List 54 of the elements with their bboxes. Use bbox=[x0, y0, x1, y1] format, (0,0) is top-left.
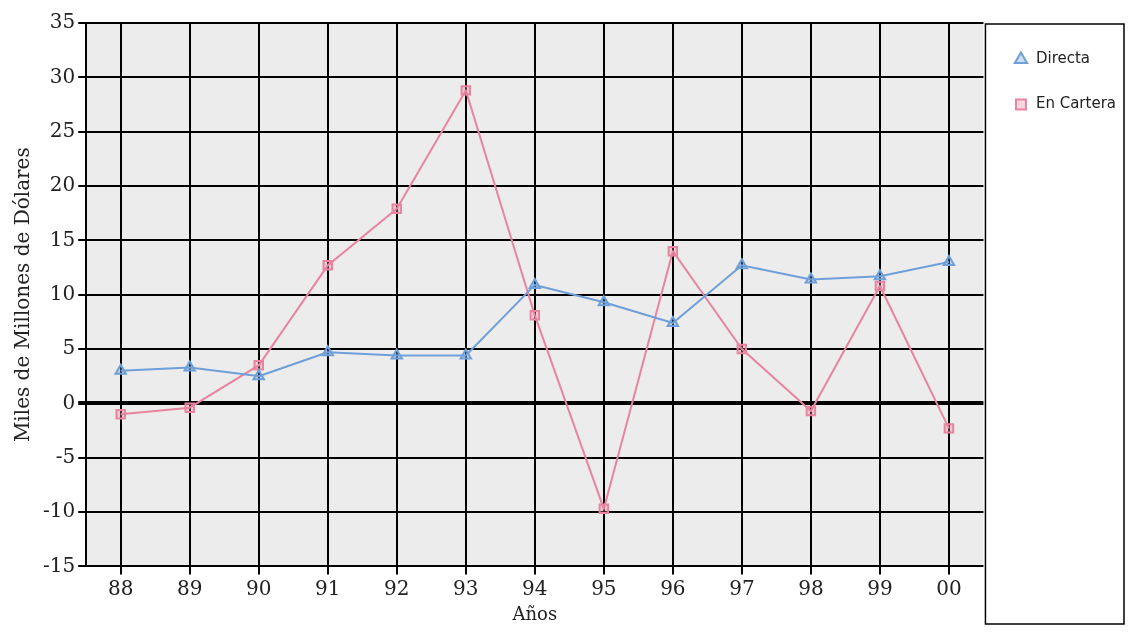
y-tick-label: 10 bbox=[49, 280, 76, 305]
y-tick-label: -5 bbox=[55, 443, 76, 468]
x-tick-label: 90 bbox=[246, 575, 272, 600]
point bbox=[184, 402, 195, 413]
point bbox=[460, 85, 472, 96]
x-axis-title: Años bbox=[511, 602, 558, 624]
point bbox=[528, 277, 542, 289]
point bbox=[391, 203, 403, 215]
point bbox=[597, 295, 611, 307]
point bbox=[253, 360, 264, 371]
x-tick-label: 95 bbox=[591, 575, 617, 600]
point bbox=[805, 405, 817, 417]
x-tick-label: 89 bbox=[177, 575, 203, 600]
x-tick-label: 00 bbox=[936, 575, 962, 600]
legend-label: En Cartera bbox=[1035, 94, 1117, 113]
point bbox=[529, 310, 541, 321]
y-tick-label: 30 bbox=[49, 63, 76, 88]
x-tick-label: 94 bbox=[522, 575, 548, 600]
x-tick-label: 88 bbox=[107, 575, 134, 600]
point bbox=[321, 345, 334, 357]
y-axis-title: Miles de Millones de Dólares bbox=[10, 147, 35, 443]
point bbox=[598, 503, 610, 515]
y-tick-label: 5 bbox=[62, 335, 76, 360]
point bbox=[735, 258, 749, 270]
point bbox=[390, 348, 403, 360]
point bbox=[667, 245, 679, 257]
y-tick-label: 25 bbox=[49, 117, 76, 142]
point bbox=[942, 255, 956, 267]
point bbox=[459, 348, 472, 360]
x-tick-label: 96 bbox=[660, 575, 686, 600]
point bbox=[183, 360, 196, 372]
x-tick-label: 99 bbox=[867, 575, 893, 600]
x-tick-label: 97 bbox=[729, 575, 755, 600]
point bbox=[114, 363, 127, 375]
y-tick-label: 0 bbox=[62, 389, 76, 414]
y-tick-label: 20 bbox=[49, 172, 76, 197]
point bbox=[115, 409, 126, 420]
y-tick-label: -10 bbox=[42, 498, 76, 523]
point bbox=[666, 315, 680, 327]
y-tick-label: 35 bbox=[49, 9, 76, 34]
point bbox=[874, 280, 886, 292]
point bbox=[804, 272, 818, 284]
point bbox=[873, 269, 887, 281]
legend-label: Directa bbox=[1035, 49, 1091, 68]
y-tick-label: 15 bbox=[49, 226, 76, 251]
point bbox=[252, 369, 265, 381]
point bbox=[322, 260, 334, 271]
point bbox=[736, 343, 748, 355]
x-tick-label: 91 bbox=[315, 575, 341, 600]
x-tick-label: 93 bbox=[453, 575, 479, 600]
x-tick-label: 98 bbox=[798, 575, 824, 600]
y-tick-label: -15 bbox=[42, 552, 76, 577]
point bbox=[943, 423, 955, 434]
x-tick-label: 92 bbox=[384, 575, 410, 600]
